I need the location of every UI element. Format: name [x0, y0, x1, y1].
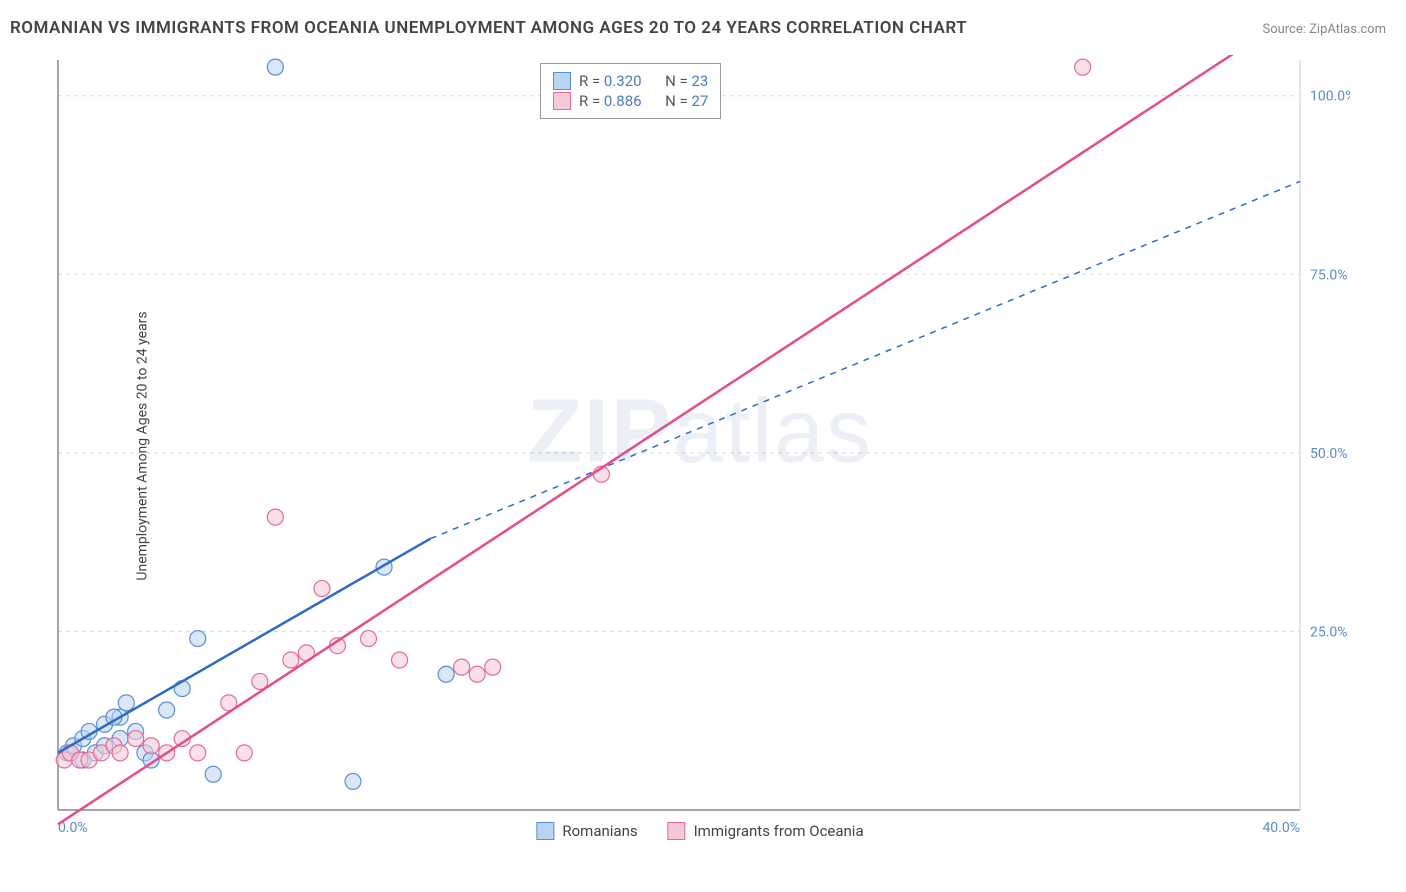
n-label: N = 27: [665, 92, 708, 110]
source-attribution: Source: ZipAtlas.com: [1262, 22, 1386, 37]
r-label: R = 0.886: [579, 92, 642, 110]
correlation-legend: R = 0.320 N = 23 R = 0.886 N = 27: [540, 63, 721, 119]
svg-text:75.0%: 75.0%: [1310, 267, 1348, 283]
correlation-row: R = 0.886 N = 27: [553, 92, 708, 110]
legend-swatch: [553, 92, 571, 110]
legend-swatch: [668, 822, 686, 840]
n-label: N = 23: [665, 72, 708, 90]
legend-swatch: [553, 72, 571, 90]
chart-area: 25.0%50.0%75.0%100.0%0.0%40.0% ZIPatlas …: [50, 55, 1350, 840]
svg-text:50.0%: 50.0%: [1310, 446, 1348, 462]
correlation-row: R = 0.320 N = 23: [553, 72, 708, 90]
svg-text:40.0%: 40.0%: [1262, 820, 1300, 836]
legend-item-oceania: Immigrants from Oceania: [668, 822, 864, 840]
r-label: R = 0.320: [579, 72, 642, 90]
svg-text:25.0%: 25.0%: [1310, 624, 1348, 640]
svg-text:100.0%: 100.0%: [1310, 89, 1350, 105]
source-prefix: Source:: [1262, 22, 1309, 37]
legend-label: Romanians: [562, 822, 637, 840]
chart-title: ROMANIAN VS IMMIGRANTS FROM OCEANIA UNEM…: [10, 18, 967, 38]
scatter-chart: 25.0%50.0%75.0%100.0%0.0%40.0%: [50, 55, 1350, 840]
series-legend: Romanians Immigrants from Oceania: [536, 822, 863, 840]
legend-item-romanians: Romanians: [536, 822, 637, 840]
legend-label: Immigrants from Oceania: [694, 822, 864, 840]
legend-swatch: [536, 822, 554, 840]
source-link[interactable]: ZipAtlas.com: [1309, 22, 1386, 37]
